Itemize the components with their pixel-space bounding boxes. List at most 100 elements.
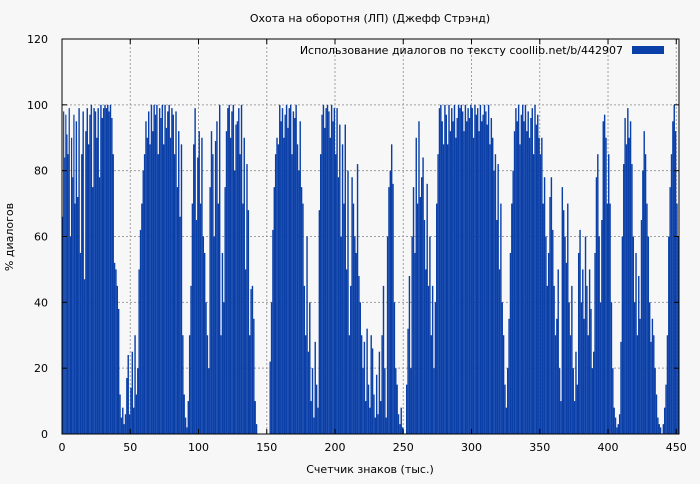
data-bar (395, 368, 397, 434)
data-bar (522, 104, 524, 434)
data-bar (639, 318, 641, 434)
data-bar (509, 252, 512, 434)
data-bar (638, 276, 640, 434)
data-bar (184, 417, 187, 434)
data-bar (640, 220, 643, 434)
data-bar (309, 302, 311, 434)
data-bar (85, 131, 87, 434)
data-bar (141, 203, 143, 434)
data-bar (632, 236, 635, 434)
data-bar (507, 368, 509, 434)
data-bar (628, 137, 630, 434)
data-bar (165, 127, 168, 434)
data-bar (283, 137, 285, 434)
data-bar (93, 108, 95, 434)
data-bar (584, 236, 587, 434)
data-bar (351, 177, 353, 434)
data-bar (183, 394, 185, 434)
data-bar (223, 302, 225, 434)
data-bar (636, 335, 639, 434)
data-bar (603, 114, 606, 434)
data-bar (504, 384, 506, 434)
data-bar (299, 121, 301, 435)
data-bar (380, 401, 382, 434)
data-bar (158, 108, 161, 434)
data-bar (208, 368, 210, 434)
data-bar (178, 131, 180, 434)
data-bar (124, 414, 127, 434)
data-bar (662, 424, 665, 434)
data-bar (201, 137, 203, 434)
data-bar (644, 154, 647, 435)
data-bar (134, 335, 136, 434)
data-bar (292, 111, 295, 435)
data-bar (606, 203, 609, 434)
data-bar (438, 108, 441, 434)
data-bar (326, 104, 329, 434)
data-bar (633, 302, 636, 434)
data-bar (287, 127, 289, 434)
data-bar (530, 118, 532, 434)
data-bar (112, 154, 114, 435)
data-bar (531, 108, 533, 434)
data-bar (149, 144, 151, 435)
data-bar (550, 177, 553, 434)
data-bar (117, 308, 120, 434)
data-bar (304, 335, 307, 434)
data-bar (535, 124, 538, 434)
data-bar (534, 104, 536, 434)
data-bar (587, 335, 589, 434)
data-bar (202, 236, 205, 434)
data-bar (355, 252, 357, 434)
data-bar (400, 407, 402, 434)
data-bar (362, 368, 364, 434)
data-bar (448, 104, 450, 434)
y-tick-label: 80 (34, 165, 48, 178)
data-bar (198, 131, 200, 434)
data-bar (122, 407, 124, 434)
data-bar (116, 285, 119, 434)
data-bar (210, 131, 213, 434)
data-bar (515, 108, 517, 434)
data-bar (123, 424, 125, 434)
data-bar (441, 121, 443, 435)
data-bar (565, 262, 568, 434)
legend-swatch (632, 46, 664, 54)
data-bar (153, 104, 155, 434)
x-tick-label: 250 (393, 441, 414, 454)
data-bar (197, 157, 199, 434)
data-bar (658, 424, 660, 434)
x-tick-label: 400 (598, 441, 619, 454)
data-bar (337, 177, 340, 434)
data-bar (426, 183, 428, 434)
data-bar (602, 121, 604, 435)
data-bar (542, 203, 544, 434)
data-bar (474, 104, 476, 434)
data-bar (562, 210, 565, 434)
data-bar (168, 104, 170, 434)
data-bar (130, 387, 132, 434)
data-bar (410, 368, 412, 434)
data-bar (423, 220, 426, 434)
data-bar (171, 108, 173, 434)
data-bar (298, 170, 300, 434)
data-bar (647, 236, 650, 434)
data-bar (591, 368, 594, 434)
data-bar (659, 427, 662, 434)
data-bar (456, 118, 458, 434)
data-bar (195, 220, 198, 434)
data-bar (451, 108, 453, 434)
data-bar (217, 203, 220, 434)
data-bar (436, 203, 438, 434)
data-bar (590, 308, 592, 434)
data-bar (466, 121, 468, 435)
data-bar (156, 104, 158, 434)
data-bar (421, 177, 423, 434)
data-bar (101, 118, 104, 434)
data-bar (455, 137, 457, 434)
data-bar (336, 108, 338, 434)
data-bar (422, 157, 424, 434)
data-bar (561, 187, 564, 434)
data-bar (108, 111, 110, 435)
data-bar (139, 229, 142, 434)
